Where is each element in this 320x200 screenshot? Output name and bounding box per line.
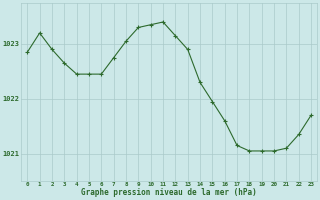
X-axis label: Graphe pression niveau de la mer (hPa): Graphe pression niveau de la mer (hPa) (81, 188, 257, 197)
